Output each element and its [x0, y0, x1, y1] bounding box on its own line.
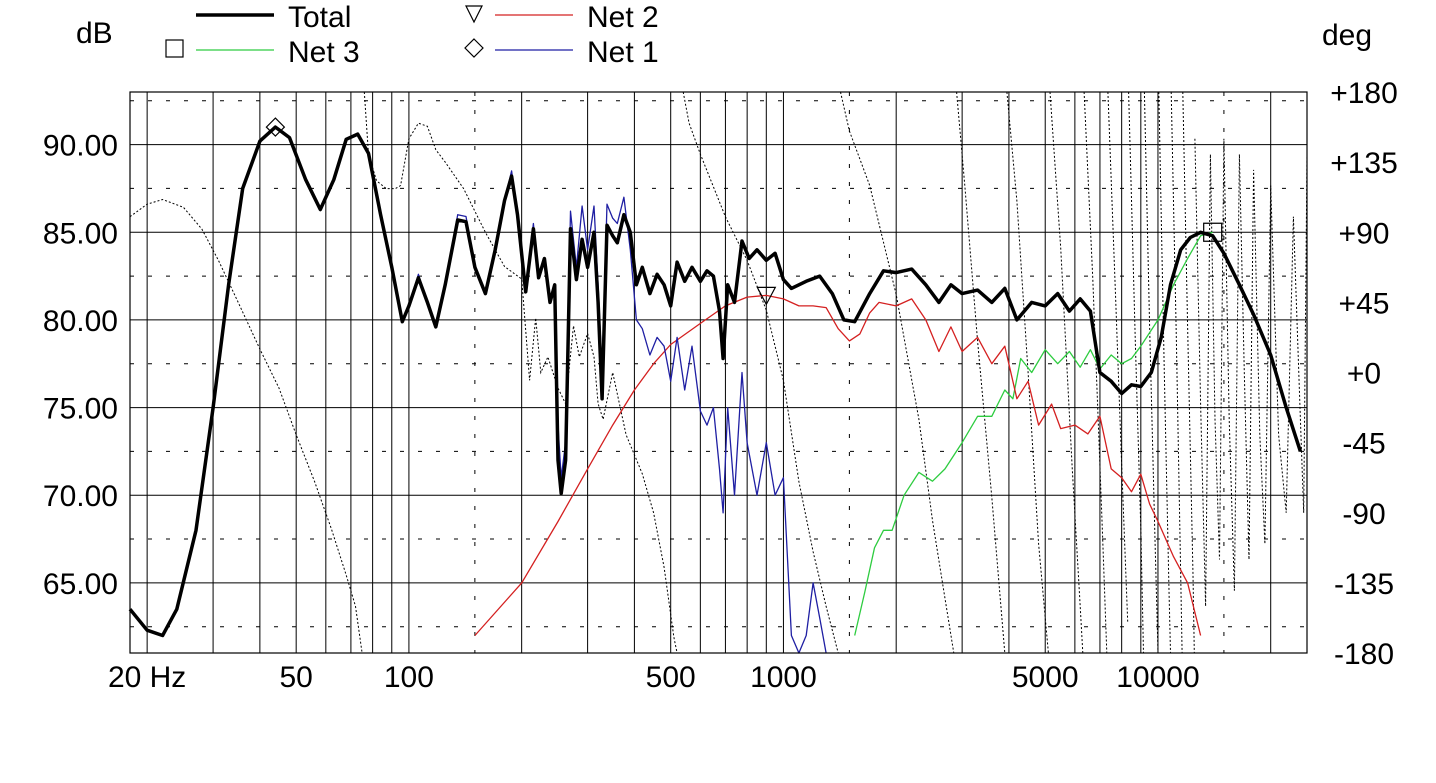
- y-left-tick-label: 80.00: [43, 305, 118, 338]
- x-tick-label: 50: [279, 661, 312, 694]
- series-line-total: [128, 125, 1303, 638]
- y-left-tick-label: 70.00: [43, 480, 118, 513]
- x-tick-label: 5000: [1012, 661, 1079, 694]
- legend-net1-marker: [464, 38, 484, 58]
- series-line-net-2: [474, 294, 1202, 636]
- y-left-tick-label: 65.00: [43, 568, 118, 601]
- y-axis-left-label: dB: [76, 17, 113, 50]
- y-right-tick-label: +0: [1347, 358, 1381, 391]
- marker-net-2: [756, 286, 777, 306]
- x-tick-label: 500: [646, 661, 696, 694]
- series-line-net-3: [854, 231, 1213, 636]
- y-left-tick-label: 90.00: [43, 130, 118, 163]
- legend: Total Net 3 Net 2 Net 1: [165, 1, 659, 69]
- y-right-tick-label: -135: [1334, 568, 1394, 601]
- y-right-tick-label: +90: [1339, 217, 1390, 250]
- grid: [130, 92, 1307, 653]
- marker-net-1: [265, 117, 286, 137]
- x-tick-label: 10000: [1116, 661, 1199, 694]
- legend-net1-label: Net 1: [587, 36, 659, 69]
- series-line-net-1: [129, 126, 827, 654]
- y-right-tick-label: +180: [1330, 77, 1398, 110]
- y-right-tick-label: +45: [1339, 287, 1390, 320]
- y-right-tick-label: +135: [1330, 147, 1398, 180]
- x-tick-label: 20 Hz: [108, 661, 186, 694]
- y-axis-right-label: deg: [1322, 19, 1372, 52]
- series-markers: [265, 117, 1223, 306]
- x-tick-label: 100: [384, 661, 434, 694]
- legend-net2-marker: [465, 5, 483, 24]
- phase-trace: [129, 91, 1308, 654]
- legend-net3-marker: [165, 39, 184, 58]
- phase-line: [129, 91, 1308, 654]
- y-left-tick-label: 85.00: [43, 217, 118, 250]
- marker-net-3: [1203, 222, 1223, 242]
- tick-labels: 20 Hz 50 100 500 1000 5000 10000 90.00 85.00 80.0…: [43, 77, 1398, 694]
- series-traces: [128, 125, 1303, 654]
- legend-net2-label: Net 2: [587, 1, 659, 34]
- plot-frame: [129, 91, 1308, 654]
- legend-net3-label: Net 3: [288, 36, 360, 69]
- y-right-tick-label: -45: [1342, 428, 1385, 461]
- x-tick-label: 1000: [750, 661, 817, 694]
- y-right-tick-label: -180: [1334, 638, 1394, 671]
- y-right-tick-label: -90: [1342, 498, 1385, 531]
- y-left-tick-label: 75.00: [43, 393, 118, 426]
- legend-total-label: Total: [288, 1, 351, 34]
